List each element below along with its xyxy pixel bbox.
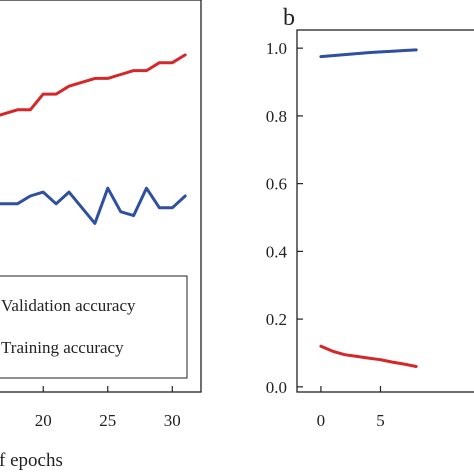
panel-b-y-tick-label: 1.0 (266, 39, 287, 58)
panel-b-x-tick-label: 5 (376, 411, 385, 430)
panel-a-series (0, 53, 187, 225)
panel-b-y-tick-label: 0.6 (266, 175, 287, 194)
panel-a-x-tick-label: 30 (164, 411, 181, 430)
panel-b-letter: b (283, 5, 295, 31)
panel-a-x-ticks: 20 25 30 (35, 386, 181, 430)
panel-a-series-red-line (0, 53, 187, 117)
legend-entry-training: Training accuracy (1, 338, 124, 357)
panel-b-y-tick-label: 0.2 (266, 310, 287, 329)
legend-box (0, 275, 188, 379)
panel-a-x-axis-label: f epochs (0, 450, 63, 471)
panel-b-series-blue-line (319, 48, 418, 59)
legend: Validation accuracy Training accuracy (0, 275, 188, 379)
panel-b-y-tick-label: 0.4 (266, 242, 288, 261)
panel-b-y-ticks: 0.0 0.2 0.4 0.6 0.8 1.0 (266, 39, 303, 397)
panel-a: 20 25 30 Validation accuracy Training accu… (0, 0, 202, 471)
panel-b-x-tick-label: 0 (317, 411, 326, 430)
panel-b-series-red-line (319, 344, 418, 368)
panel-a-frame (0, 0, 202, 393)
panel-b-y-tick-label: 0.0 (266, 378, 287, 397)
panel-b-series (319, 48, 418, 368)
legend-entry-validation: Validation accuracy (1, 296, 136, 315)
panel-a-series-blue-line (0, 186, 187, 225)
panel-b-y-tick-label: 0.8 (266, 107, 287, 126)
panel-b-frame (296, 29, 474, 393)
panel-a-x-tick-label: 25 (99, 411, 116, 430)
panel-a-x-tick-label: 20 (35, 411, 52, 430)
